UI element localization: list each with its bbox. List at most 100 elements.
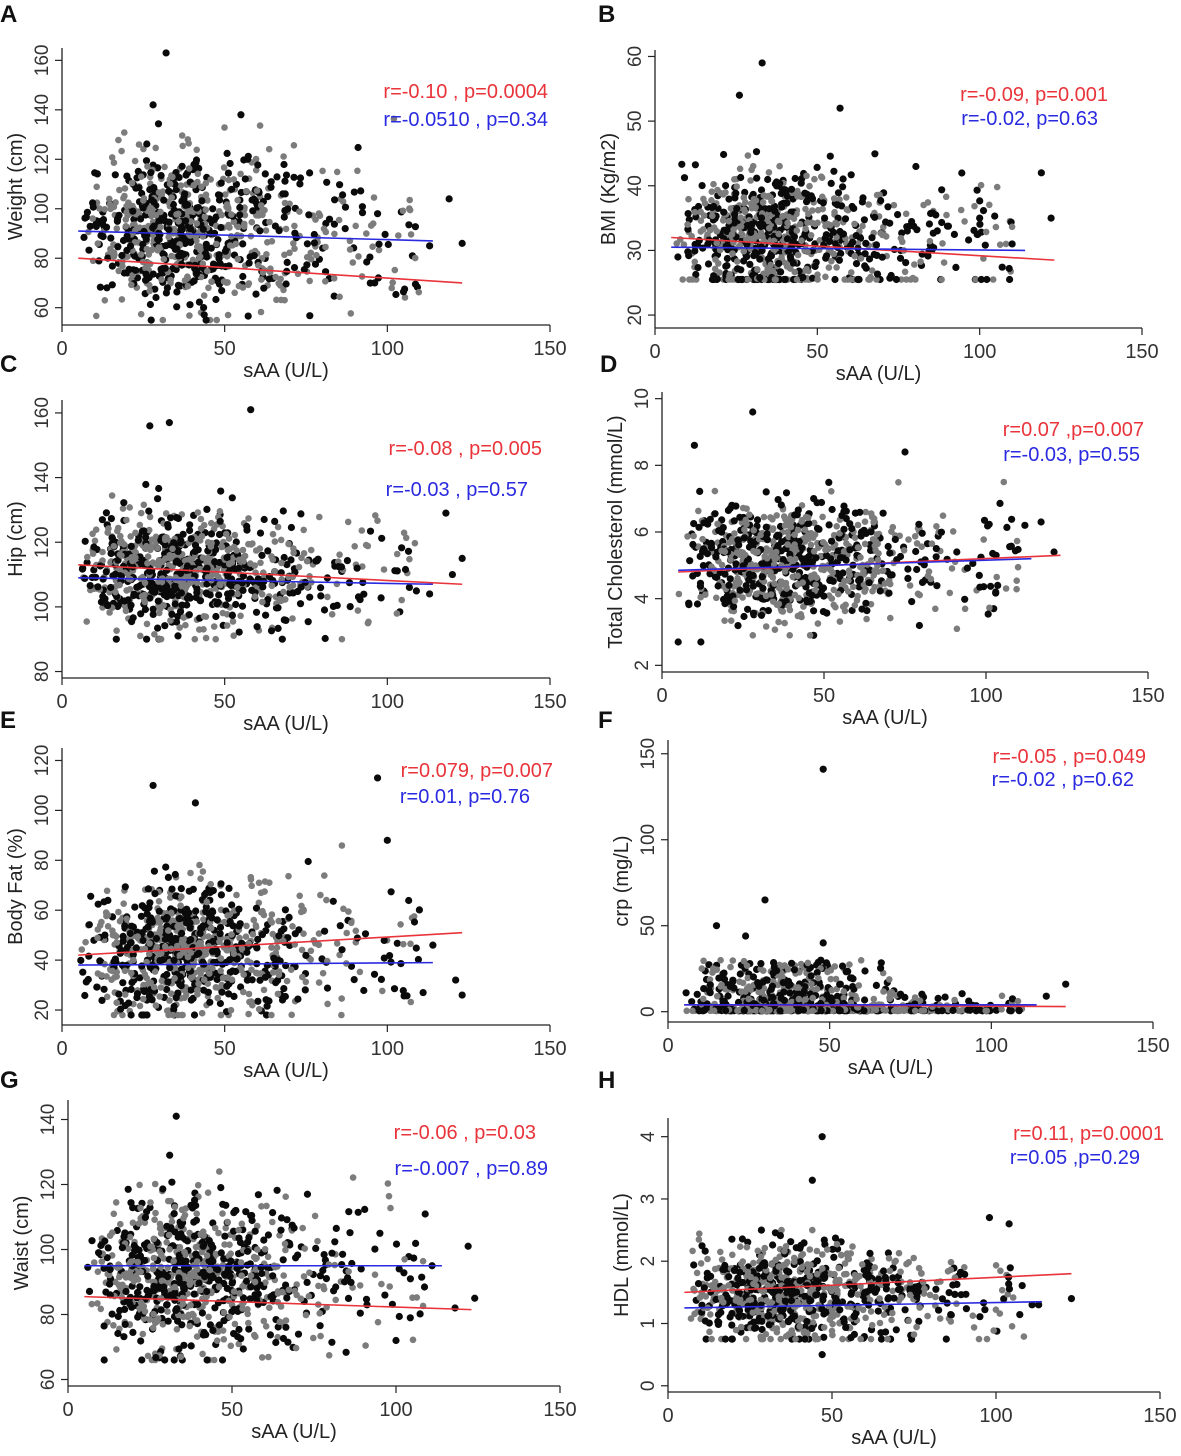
panel-label: B xyxy=(598,1,615,28)
scatter-point xyxy=(767,261,774,269)
scatter-point xyxy=(213,316,220,324)
scatter-point xyxy=(725,539,733,546)
scatter-point xyxy=(735,541,743,549)
scatter-point xyxy=(812,581,819,589)
scatter-point xyxy=(154,495,162,503)
scatter-point xyxy=(871,542,879,550)
scatter-point xyxy=(178,251,186,259)
scatter-point xyxy=(808,591,816,600)
outlier-point xyxy=(458,554,466,562)
scatter-point xyxy=(208,914,216,922)
y-tick-label: 6 xyxy=(632,527,653,538)
y-tick-label: 120 xyxy=(32,143,53,175)
scatter-point xyxy=(825,478,833,486)
scatter-point xyxy=(361,930,370,938)
scatter-point xyxy=(241,175,249,183)
x-tick-label: 150 xyxy=(1125,341,1158,363)
scatter-point xyxy=(740,194,748,201)
scatter-point xyxy=(143,542,150,550)
scatter-point xyxy=(980,255,987,262)
scatter-point xyxy=(269,969,277,976)
scatter-point xyxy=(156,927,164,935)
scatter-point xyxy=(380,954,388,962)
scatter-point xyxy=(329,897,337,905)
x-tick-label: 150 xyxy=(533,691,566,713)
scatter-point xyxy=(113,627,120,634)
scatter-point xyxy=(852,232,860,240)
scatter-point xyxy=(322,278,329,285)
scatter-point xyxy=(260,284,268,292)
scatter-point xyxy=(291,229,299,237)
scatter-point xyxy=(346,246,354,253)
scatter-point xyxy=(913,565,921,574)
scatter-point xyxy=(944,222,953,230)
scatter-point xyxy=(976,220,984,228)
scatter-point xyxy=(775,532,783,540)
scatter-point xyxy=(339,191,347,199)
scatter-point xyxy=(111,955,119,963)
scatter-point xyxy=(246,998,253,1006)
scatter-point xyxy=(248,218,256,226)
scatter-point xyxy=(830,195,838,202)
scatter-point xyxy=(290,142,298,149)
scatter-point xyxy=(113,973,120,980)
scatter-point xyxy=(280,153,287,160)
y-tick-label: 10 xyxy=(632,388,653,409)
panel-label: A xyxy=(0,1,17,28)
scatter-point xyxy=(374,517,381,524)
scatter-point xyxy=(118,296,126,303)
scatter-point xyxy=(775,259,783,268)
scatter-point xyxy=(832,603,839,611)
scatter-point xyxy=(857,957,865,964)
scatter-point xyxy=(102,509,110,517)
scatter-point xyxy=(333,940,341,947)
scatter-point xyxy=(757,186,766,194)
scatter-point xyxy=(194,509,202,516)
scatter-point xyxy=(144,885,152,893)
scatter-point xyxy=(783,585,790,592)
scatter-point xyxy=(1013,585,1020,593)
scatter-point xyxy=(123,172,131,180)
scatter-point xyxy=(984,610,992,618)
scatter-point xyxy=(248,966,255,973)
scatter-point xyxy=(316,513,323,521)
scatter-point xyxy=(91,169,99,177)
scatter-point xyxy=(155,244,162,251)
scatter-point xyxy=(281,251,288,259)
outlier-point xyxy=(448,570,456,579)
scatter-point xyxy=(819,513,826,521)
scatter-point xyxy=(152,293,160,302)
scatter-point xyxy=(721,617,728,624)
scatter-point xyxy=(78,946,86,953)
outlier-point xyxy=(237,111,245,119)
scatter-point xyxy=(312,216,319,223)
scatter-point xyxy=(908,218,916,226)
scatter-point xyxy=(366,253,374,261)
scatter-point xyxy=(252,608,261,616)
scatter-point xyxy=(814,276,821,283)
scatter-point xyxy=(202,206,210,214)
scatter-point xyxy=(262,227,270,234)
scatter-point xyxy=(862,239,870,247)
scatter-point xyxy=(202,589,210,597)
y-tick-label: 40 xyxy=(32,950,53,971)
scatter-point xyxy=(1002,585,1010,592)
scatter-point xyxy=(390,985,399,993)
scatter-point xyxy=(986,604,993,612)
scatter-point xyxy=(245,515,252,522)
scatter-point xyxy=(216,260,224,268)
scatter-point xyxy=(341,203,350,211)
scatter-point xyxy=(193,204,201,212)
scatter-point xyxy=(791,268,799,276)
scatter-point xyxy=(287,523,295,532)
scatter-point xyxy=(357,187,365,195)
scatter-point xyxy=(764,175,772,184)
scatter-point xyxy=(865,255,874,263)
scatter-point xyxy=(207,924,215,932)
scatter-point xyxy=(784,541,791,548)
scatter-point xyxy=(179,530,187,538)
scatter-point xyxy=(249,931,257,938)
scatter-point xyxy=(898,276,905,283)
